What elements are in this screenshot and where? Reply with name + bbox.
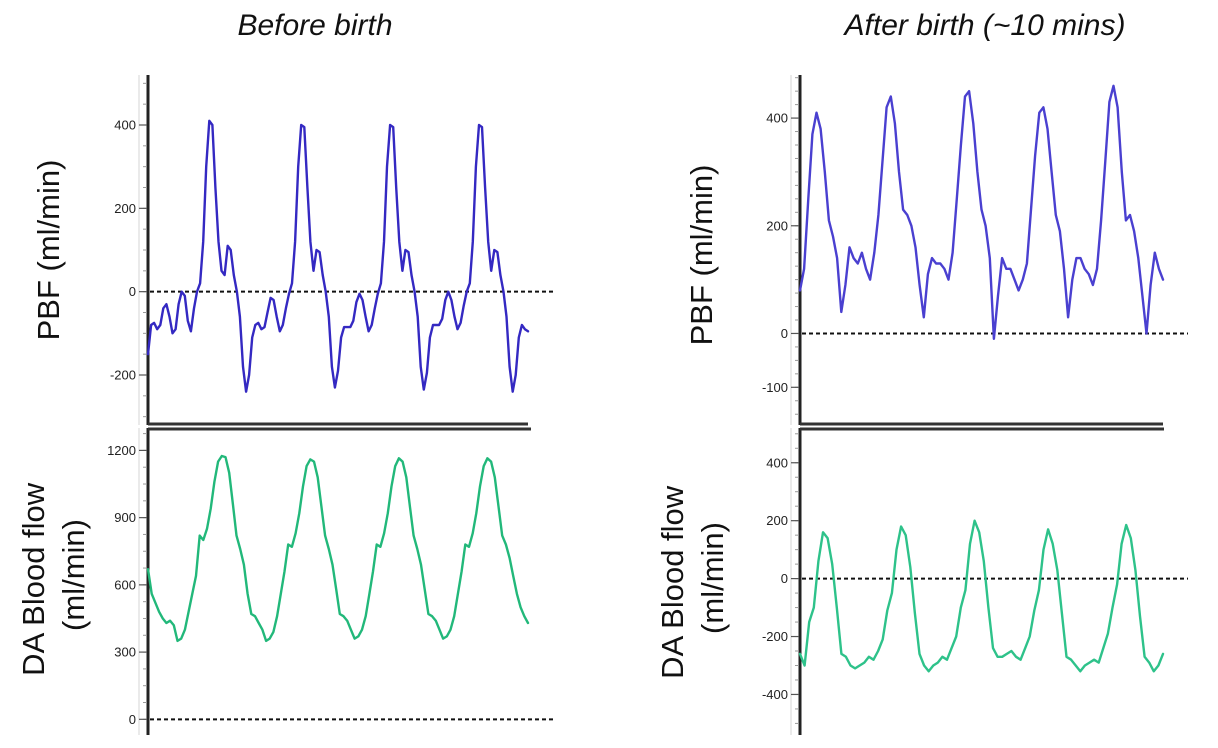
tick-label: 0 (781, 571, 788, 586)
tick-label: 200 (766, 218, 788, 233)
tick-label: -100 (762, 380, 788, 395)
title-before-birth: Before birth (237, 9, 392, 42)
ylabel-da-after: DA Blood flow (ml/min) (655, 477, 730, 679)
tick-label: 0 (129, 712, 136, 727)
ylabel-da-after-line1: DA Blood flow (655, 485, 690, 679)
tick-label: 200 (766, 513, 788, 528)
ylabel-da-before: DA Blood flow (ml/min) (16, 474, 91, 676)
panel-da-before: 0 300 600 900 1200 (107, 427, 555, 735)
tick-label: 400 (114, 118, 136, 133)
series-line (146, 119, 530, 393)
tick-label: -200 (110, 368, 136, 383)
tick-label: -400 (762, 687, 788, 702)
ylabel-da-before-line1: DA Blood flow (16, 482, 51, 676)
ylabel-da-before-line2: (ml/min) (56, 519, 91, 631)
ylabel-pbf-before: PBF (ml/min) (31, 160, 66, 341)
tick-label: 0 (129, 284, 136, 299)
tick-label: 400 (766, 455, 788, 470)
tick-label: 600 (114, 577, 136, 592)
tick-label: 200 (114, 201, 136, 216)
ylabel-da-after-line2: (ml/min) (695, 522, 730, 634)
tick-label: 1200 (107, 443, 136, 458)
series-line (146, 454, 530, 643)
tick-label: 0 (781, 326, 788, 341)
series-line (798, 84, 1165, 340)
tick-label: 900 (114, 510, 136, 525)
tick-label: -200 (762, 629, 788, 644)
series-line (798, 519, 1165, 673)
tick-label: 400 (766, 111, 788, 126)
title-after-birth: After birth (~10 mins) (843, 9, 1126, 42)
panel-pbf-after: -100 0 200 400 (762, 75, 1188, 426)
panel-da-after: -400 -200 0 200 400 (762, 427, 1188, 735)
panel-pbf-before: -200 0 200 400 (110, 75, 555, 426)
ylabel-pbf-after: PBF (ml/min) (684, 165, 719, 346)
tick-label: 300 (114, 645, 136, 660)
